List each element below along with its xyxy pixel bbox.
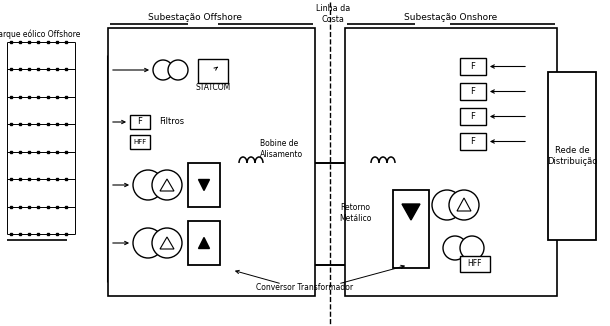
Circle shape <box>133 170 163 200</box>
Bar <box>130 115 150 129</box>
Polygon shape <box>198 180 209 190</box>
Bar <box>460 108 486 125</box>
Text: Filtros: Filtros <box>159 117 185 126</box>
Circle shape <box>152 228 182 258</box>
Text: F: F <box>470 137 475 146</box>
Bar <box>345 28 557 296</box>
Circle shape <box>133 228 163 258</box>
Text: Linha da
Costa: Linha da Costa <box>316 4 350 24</box>
Bar <box>460 256 490 272</box>
Circle shape <box>432 190 462 220</box>
Text: Subestação Onshore: Subestação Onshore <box>404 12 498 22</box>
Text: HFF: HFF <box>468 259 483 269</box>
Bar <box>198 59 228 83</box>
Bar <box>188 163 220 207</box>
Bar <box>393 190 429 268</box>
Circle shape <box>449 190 479 220</box>
Polygon shape <box>198 238 209 248</box>
Circle shape <box>168 60 188 80</box>
Polygon shape <box>402 204 420 220</box>
Text: Retorno
Metálico: Retorno Metálico <box>339 203 371 223</box>
Text: F: F <box>470 112 475 121</box>
Text: F: F <box>470 87 475 96</box>
Bar <box>548 72 596 240</box>
Text: STATCOM: STATCOM <box>195 83 231 93</box>
Text: Conversor Transformador: Conversor Transformador <box>256 283 354 291</box>
Circle shape <box>153 60 173 80</box>
Bar <box>460 58 486 75</box>
Bar <box>460 83 486 100</box>
Text: Subestação Offshore: Subestação Offshore <box>148 12 242 22</box>
Circle shape <box>460 236 484 260</box>
Text: Bobine de
Alisamento: Bobine de Alisamento <box>260 139 303 159</box>
Bar <box>108 28 315 296</box>
Text: Parque eólico Offshore: Parque eólico Offshore <box>0 29 80 39</box>
Bar <box>188 221 220 265</box>
Bar <box>460 133 486 150</box>
Text: F: F <box>470 62 475 71</box>
Text: Rede de
Distribuição: Rede de Distribuição <box>547 146 597 166</box>
Text: HFF: HFF <box>134 139 146 145</box>
Circle shape <box>443 236 467 260</box>
Bar <box>130 135 150 149</box>
Circle shape <box>152 170 182 200</box>
Text: F: F <box>138 117 143 126</box>
